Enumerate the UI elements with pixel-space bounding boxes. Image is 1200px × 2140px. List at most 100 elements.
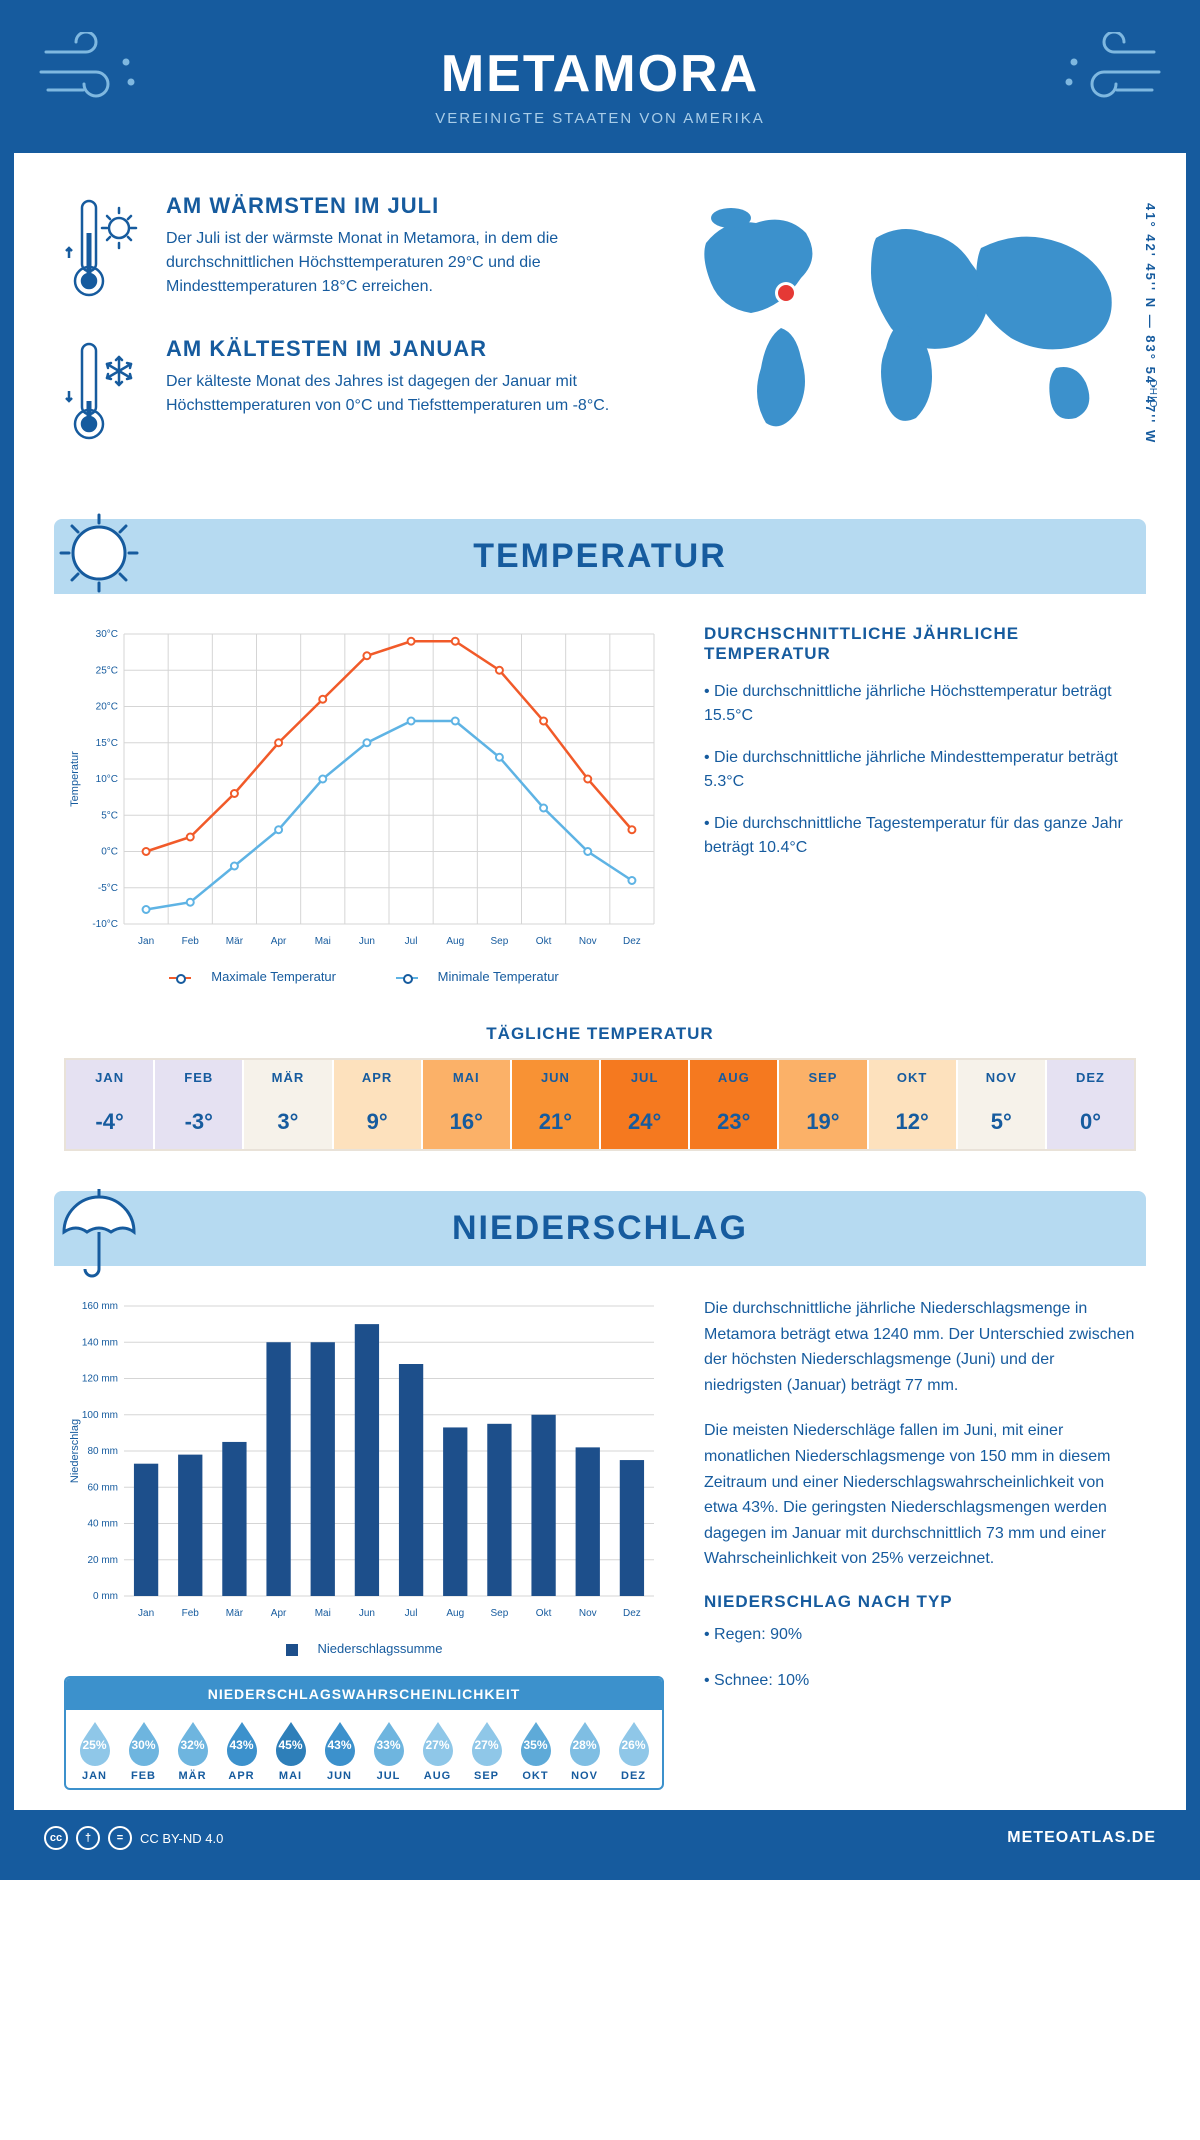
svg-text:Feb: Feb: [182, 1608, 200, 1619]
wind-icon: [1054, 32, 1164, 112]
svg-text:Sep: Sep: [491, 1608, 509, 1619]
prob-cell: 27%AUG: [415, 1720, 460, 1782]
svg-text:100 mm: 100 mm: [82, 1410, 118, 1421]
daily-cell: FEB-3°: [155, 1060, 244, 1149]
prob-cell: 25%JAN: [72, 1720, 117, 1782]
daily-cell: DEZ0°: [1047, 1060, 1134, 1149]
coldest-text: Der kälteste Monat des Jahres ist dagege…: [166, 370, 636, 418]
svg-text:15°C: 15°C: [96, 738, 118, 749]
svg-text:0°C: 0°C: [101, 847, 118, 858]
svg-text:30°C: 30°C: [96, 629, 118, 640]
svg-text:Dez: Dez: [623, 936, 641, 947]
svg-text:Jun: Jun: [359, 1608, 375, 1619]
svg-text:Jun: Jun: [359, 936, 375, 947]
daily-cell: JUN21°: [512, 1060, 601, 1149]
license-block: cc † = CC BY-ND 4.0: [44, 1826, 223, 1850]
svg-text:120 mm: 120 mm: [82, 1374, 118, 1385]
svg-text:40 mm: 40 mm: [87, 1519, 118, 1530]
svg-text:Sep: Sep: [491, 936, 509, 947]
section-title-temp: TEMPERATUR: [74, 537, 1126, 576]
daily-cell: MÄR3°: [244, 1060, 333, 1149]
svg-text:Jan: Jan: [138, 1608, 154, 1619]
prob-cell: 35%OKT: [513, 1720, 558, 1782]
svg-text:25°C: 25°C: [96, 665, 118, 676]
precipitation-chart: 0 mm 20 mm 40 mm 60 mm 80 mm 100 mm 120 mm 140 …: [64, 1296, 664, 1626]
prob-cell: 33%JUL: [366, 1720, 411, 1782]
daily-cell: NOV5°: [958, 1060, 1047, 1149]
svg-text:Niederschlag: Niederschlag: [69, 1419, 81, 1483]
warmest-text: Der Juli ist der wärmste Monat in Metamo…: [166, 227, 636, 299]
daily-title: TÄGLICHE TEMPERATUR: [14, 1024, 1186, 1044]
intro-section: AM WÄRMSTEN IM JULI Der Juli ist der wär…: [14, 153, 1186, 509]
prob-cell: 43%JUN: [317, 1720, 362, 1782]
svg-text:Feb: Feb: [182, 936, 200, 947]
prob-cell: 28%NOV: [562, 1720, 607, 1782]
svg-text:Mai: Mai: [315, 1608, 331, 1619]
coldest-title: AM KÄLTESTEN IM JANUAR: [166, 336, 636, 362]
svg-text:Dez: Dez: [623, 1608, 641, 1619]
prob-cell: 26%DEZ: [611, 1720, 656, 1782]
sun-icon: [44, 505, 154, 615]
warmest-block: AM WÄRMSTEN IM JULI Der Juli ist der wär…: [64, 193, 636, 308]
warmest-title: AM WÄRMSTEN IM JULI: [166, 193, 636, 219]
prob-cell: 27%SEP: [464, 1720, 509, 1782]
svg-text:0 mm: 0 mm: [93, 1591, 118, 1602]
svg-text:Aug: Aug: [446, 1608, 464, 1619]
svg-text:Temperatur: Temperatur: [69, 751, 81, 807]
svg-text:Mär: Mär: [226, 936, 244, 947]
temperature-chart: -10°C-5°C0°C5°C10°C15°C20°C25°C30°CJanFe…: [64, 624, 664, 984]
daily-cell: APR9°: [334, 1060, 423, 1149]
svg-text:Mär: Mär: [226, 1608, 244, 1619]
thermometer-hot-icon: [64, 193, 144, 308]
svg-text:140 mm: 140 mm: [82, 1337, 118, 1348]
probability-title: NIEDERSCHLAGSWAHRSCHEINLICHKEIT: [66, 1678, 662, 1710]
section-title-precip: NIEDERSCHLAG: [74, 1209, 1126, 1248]
prob-cell: 43%APR: [219, 1720, 264, 1782]
nd-icon: =: [108, 1826, 132, 1850]
svg-text:Jan: Jan: [138, 936, 154, 947]
svg-text:20 mm: 20 mm: [87, 1555, 118, 1566]
temp-info-title: DURCHSCHNITTLICHE JÄHRLICHE TEMPERATUR: [704, 624, 1136, 664]
daily-temperature-grid: JAN-4°FEB-3°MÄR3°APR9°MAI16°JUN21°JUL24°…: [64, 1058, 1136, 1151]
svg-text:60 mm: 60 mm: [87, 1482, 118, 1493]
svg-text:Jul: Jul: [405, 1608, 418, 1619]
thermometer-cold-icon: [64, 336, 144, 451]
section-bar-niederschlag: NIEDERSCHLAG: [54, 1191, 1146, 1266]
coldest-block: AM KÄLTESTEN IM JANUAR Der kälteste Mona…: [64, 336, 636, 451]
daily-cell: MAI16°: [423, 1060, 512, 1149]
svg-text:Apr: Apr: [271, 1608, 287, 1619]
svg-text:80 mm: 80 mm: [87, 1446, 118, 1457]
svg-text:-5°C: -5°C: [98, 883, 118, 894]
section-bar-temperatur: TEMPERATUR: [54, 519, 1146, 594]
cc-icon: cc: [44, 1826, 68, 1850]
daily-cell: SEP19°: [779, 1060, 868, 1149]
probability-box: NIEDERSCHLAGSWAHRSCHEINLICHKEIT 25%JAN30…: [64, 1676, 664, 1790]
daily-cell: JAN-4°: [66, 1060, 155, 1149]
precip-legend: Niederschlagssumme: [64, 1641, 664, 1656]
world-map: [676, 193, 1136, 453]
daily-cell: AUG23°: [690, 1060, 779, 1149]
svg-text:Nov: Nov: [579, 936, 597, 947]
prob-cell: 30%FEB: [121, 1720, 166, 1782]
svg-text:Nov: Nov: [579, 1608, 597, 1619]
by-icon: †: [76, 1826, 100, 1850]
footer-bar: cc † = CC BY-ND 4.0 METEOATLAS.DE: [14, 1810, 1186, 1866]
svg-text:160 mm: 160 mm: [82, 1301, 118, 1312]
svg-text:Apr: Apr: [271, 936, 287, 947]
brand-label: METEOATLAS.DE: [1007, 1829, 1156, 1847]
svg-text:10°C: 10°C: [96, 774, 118, 785]
prob-cell: 32%MÄR: [170, 1720, 215, 1782]
header-bar: METAMORA VEREINIGTE STAATEN VON AMERIKA: [14, 14, 1186, 153]
temp-info: DURCHSCHNITTLICHE JÄHRLICHE TEMPERATUR •…: [704, 624, 1136, 984]
svg-text:20°C: 20°C: [96, 702, 118, 713]
page-title: METAMORA: [34, 44, 1166, 104]
svg-text:-10°C: -10°C: [92, 919, 118, 930]
svg-text:Okt: Okt: [536, 1608, 552, 1619]
precip-text: Die durchschnittliche jährliche Niedersc…: [704, 1296, 1136, 1790]
wind-icon: [36, 32, 146, 112]
umbrella-icon: [44, 1177, 154, 1287]
svg-text:Jul: Jul: [405, 936, 418, 947]
page-subtitle: VEREINIGTE STAATEN VON AMERIKA: [34, 110, 1166, 127]
svg-text:Okt: Okt: [536, 936, 552, 947]
svg-text:Aug: Aug: [446, 936, 464, 947]
